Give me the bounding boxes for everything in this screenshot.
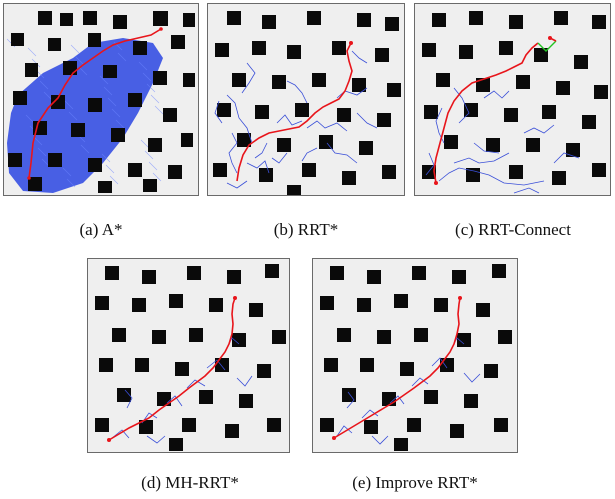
improverrtstar-path [333,297,461,439]
panel-b-rrtstar [207,3,405,196]
rrtconnect-start-marker [434,181,438,185]
astar-search-edge [148,161,158,171]
astar-explored-region [7,38,163,193]
astar-search-edge [66,178,76,188]
astar-search-edge [99,75,109,85]
astar-search-edge [154,105,164,115]
mhrrtstar-goal-marker [233,296,237,300]
obstacles [320,264,512,451]
mhrrtstar-start-marker [107,438,111,442]
caption-d: (d) MH-RRT* [141,473,239,492]
astar-search-edge [150,94,160,104]
obstacles [422,11,608,185]
panel-c-rrtconnect [414,3,611,196]
caption-c: (c) RRT-Connect [455,220,571,239]
astar-search-edge [117,52,127,62]
improverrtstar-start-marker [332,436,336,440]
improverrtstar-map [312,258,518,453]
rrtconnect-bridge [537,40,557,52]
astar-search-edge [70,44,80,54]
improverrtstar-goal-marker [458,296,462,300]
astar-search-edge [152,172,162,182]
astar-search-edge [140,139,150,149]
astar-search-edge [39,80,49,90]
astar-search-edge [74,55,84,65]
caption-e: (e) Improve RRT* [352,473,478,492]
obstacles [213,11,401,195]
astar-search-edge [105,164,115,174]
astar-search-edge [25,114,35,124]
astar-search-edge [68,111,78,121]
rrtstar-path [236,42,353,182]
rrtstar-tree [214,50,378,189]
mhrrtstar-map [87,258,290,453]
astar-search-edge [107,97,117,107]
astar-search-edge [113,41,123,51]
astar-search-edge [62,167,72,177]
astar-path [28,28,162,179]
mhrrtstar-path [108,297,236,441]
astar-search-edge [138,61,148,71]
caption-a: (a) A* [79,220,123,239]
rrtconnect-map [414,3,611,196]
astar-search-edge [115,119,125,129]
panel-a-astar [3,3,199,196]
astar-start-marker [27,176,31,180]
astar-search-edge [103,86,113,96]
caption-b: (b) RRT* [273,220,339,239]
astar-search-edge [33,136,43,146]
obstacles [8,11,195,193]
panel-e-improverrtstar [312,258,518,453]
rrtconnect-path [433,42,539,184]
astar-search-edge [142,72,152,82]
astar-search-edge [43,91,53,101]
astar-search-edge [27,47,37,57]
astar-search-edge [78,66,88,76]
mhrrtstar-tree [111,337,253,444]
astar-search-edge [64,100,74,110]
astar-search-edge [37,147,47,157]
rrtconnect-goal-marker [548,36,552,40]
panel-d-mhrrtstar [87,258,290,453]
astar-search-edge [144,150,154,160]
rrtstar-goal-marker [349,41,353,45]
astar-search-edge [80,144,90,154]
astar-goal-marker [159,27,163,31]
rrtstar-map [207,3,405,196]
astar-search-edge [101,153,111,163]
improverrtstar-tree [336,337,481,445]
astar-search-edge [111,108,121,118]
astar-map [3,3,199,196]
astar-search-edge [109,175,119,185]
astar-search-edge [146,83,156,93]
